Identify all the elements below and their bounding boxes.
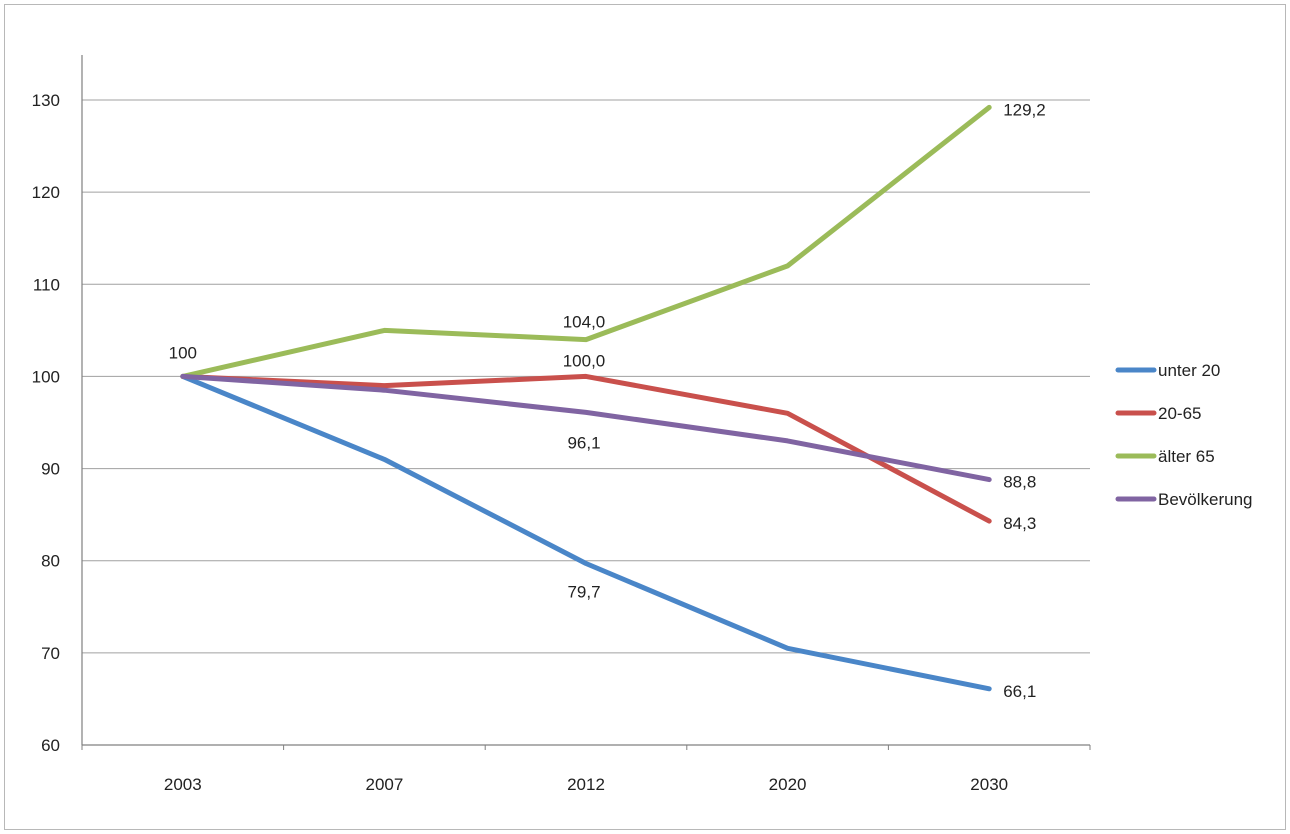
y-tick-label: 110 [33,275,60,294]
y-tick-label: 70 [41,644,60,663]
data-label: 66,1 [1003,682,1036,701]
series-line-2 [180,373,992,524]
x-tick-label: 2007 [365,775,403,794]
x-tick-label: 2012 [567,775,605,794]
legend-label: unter 20 [1158,361,1220,380]
data-label: 100 [169,343,197,362]
series-line-1 [180,373,992,692]
legend-label: älter 65 [1158,447,1215,466]
y-tick-label: 60 [41,736,60,755]
y-tick-label: 90 [41,460,60,479]
legend-label: 20-65 [1158,404,1201,423]
series-line-4 [180,373,992,483]
y-tick-label: 80 [41,552,60,571]
series-line-3 [180,104,992,379]
data-label: 88,8 [1003,473,1036,492]
data-label: 79,7 [567,582,600,601]
y-tick-label: 100 [32,367,60,386]
x-tick-label: 2020 [769,775,807,794]
y-tick-label: 120 [32,183,60,202]
chart-frame [4,4,1286,830]
data-label: 104,0 [563,313,606,332]
data-label: 84,3 [1003,514,1036,533]
data-label: 100,0 [563,351,606,370]
x-tick-label: 2003 [164,775,202,794]
data-label: 129,2 [1003,100,1046,119]
x-tick-label: 2030 [970,775,1008,794]
data-label: 96,1 [567,433,600,452]
legend-label: Bevölkerung [1158,490,1253,509]
y-tick-label: 130 [32,91,60,110]
